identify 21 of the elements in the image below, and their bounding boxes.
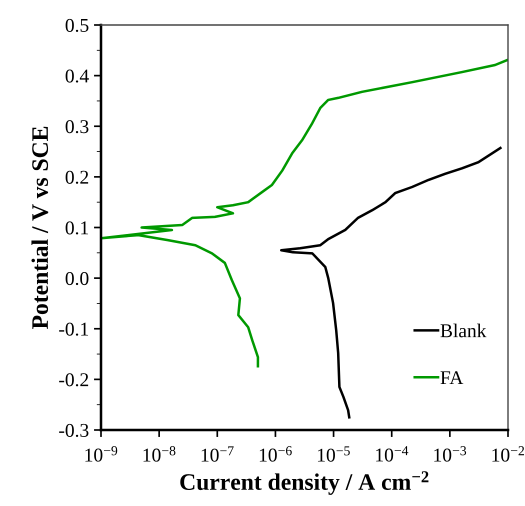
x-tick-label: 10$^{−5}$ bbox=[318, 446, 350, 462]
y-axis-title: Potential / V vs SCE bbox=[31, 126, 48, 329]
x-tick-label: 10$^{−8}$ bbox=[144, 446, 176, 462]
y-tick-label: -0.1 bbox=[59, 322, 88, 336]
legend-label: Blank bbox=[440, 324, 486, 338]
y-tick-label: -0.2 bbox=[59, 373, 88, 386]
x-tick-label: 10$^{−7}$ bbox=[202, 446, 234, 462]
y-tick-label: 0.2 bbox=[66, 170, 88, 184]
y-tick-label: 0.1 bbox=[66, 221, 88, 235]
x-tick-label: 10$^{−4}$ bbox=[376, 446, 408, 462]
x-axis-title: Current density / A cm$^{−2}$ bbox=[180, 471, 428, 495]
legend-label: FA bbox=[440, 371, 464, 384]
y-tick-label: 0.4 bbox=[66, 69, 89, 83]
y-tick-label: -0.3 bbox=[59, 424, 88, 438]
x-tick-label: 10$^{−9}$ bbox=[85, 446, 118, 462]
x-tick-label: 10$^{−2}$ bbox=[492, 446, 524, 462]
y-tick-label: 0.3 bbox=[66, 120, 88, 134]
y-tick-label: 0.5 bbox=[66, 18, 88, 32]
y-tick-label: 0.0 bbox=[66, 272, 88, 286]
x-tick-label: 10$^{−6}$ bbox=[260, 446, 292, 462]
x-tick-label: 10$^{−3}$ bbox=[434, 446, 466, 462]
